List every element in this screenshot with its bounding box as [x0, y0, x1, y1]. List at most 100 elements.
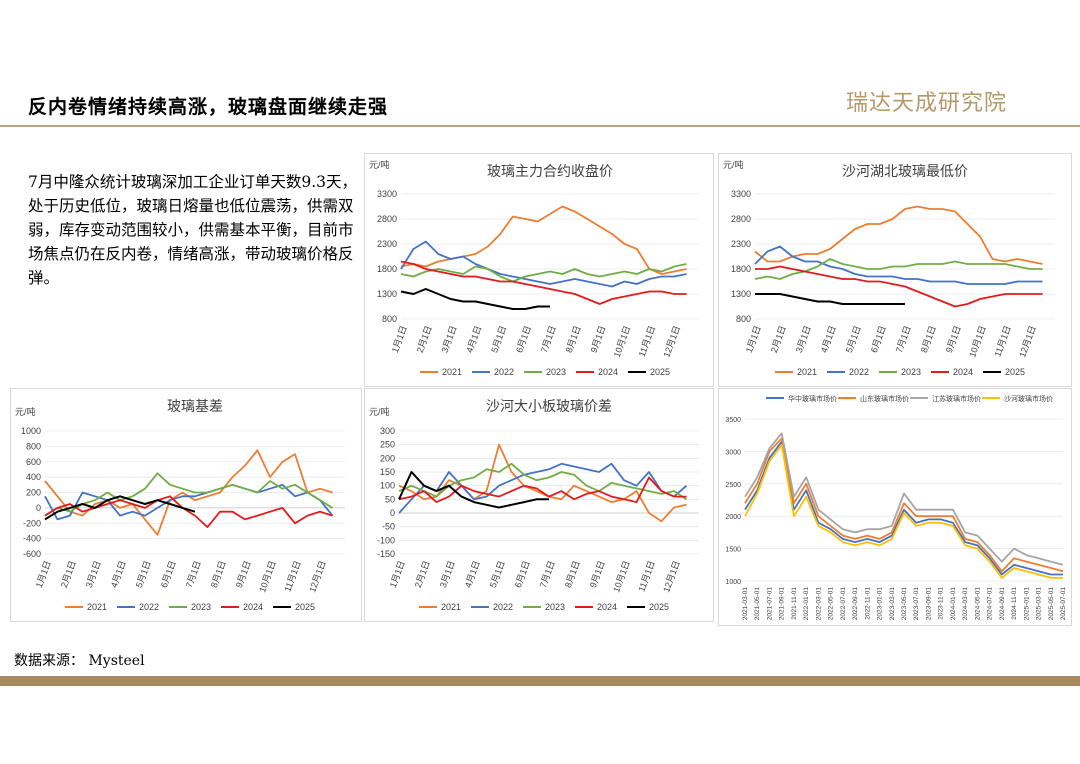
- x-tick-label: 3月1日: [794, 324, 813, 354]
- x-tick-label: 4月1日: [109, 559, 128, 589]
- series-line-山东玻璃市场价: [744, 437, 1064, 573]
- x-tick-label: 7月1日: [538, 559, 557, 589]
- y-tick-label: 800: [382, 314, 397, 324]
- unit-label: 元/吨: [15, 406, 36, 417]
- title-divider: [0, 125, 1080, 127]
- y-tick-label: 1300: [731, 289, 751, 299]
- x-tick-label: 10月1日: [967, 324, 988, 358]
- chart-panel-market: 1000 1500 2000 2500 3000 3500 2021-03-01 2021-0…: [718, 388, 1072, 626]
- x-tick-label: 11月1日: [636, 559, 656, 593]
- y-tick-label: 3300: [377, 189, 397, 199]
- x-tick-label: 8月1日: [563, 559, 582, 589]
- x-tick-label: 2月1日: [59, 559, 78, 589]
- chart-panel-futures: 玻璃主力合约收盘价 元/吨 800 1300 1800 2300 2800 3300 1月1日 2…: [364, 153, 714, 387]
- series-line-2021: [398, 443, 687, 523]
- x-tick-label: 2024-03-01: [962, 587, 969, 621]
- series-line-2022: [44, 483, 334, 521]
- legend-label: 2025: [1005, 367, 1025, 377]
- x-tick-label: 9月1日: [588, 559, 607, 589]
- x-tick-label: 2月1日: [413, 559, 432, 589]
- x-tick-label: 2023-07-01: [913, 587, 920, 621]
- x-tick-label: 2025-07-01: [1060, 587, 1067, 621]
- x-tick-label: 1月1日: [34, 559, 53, 589]
- y-tick-label: 800: [736, 314, 751, 324]
- x-tick-label: 9月1日: [944, 324, 963, 354]
- x-tick-label: 7月1日: [184, 559, 203, 589]
- legend-label: 2023: [545, 602, 565, 612]
- x-tick-label: 5月1日: [489, 324, 508, 354]
- x-tick-label: 2025-05-01: [1048, 587, 1055, 621]
- x-tick-label: 10月1日: [612, 324, 633, 358]
- x-tick-label: 12月1日: [661, 324, 682, 358]
- legend-label: 2021: [442, 367, 462, 377]
- legend-label: 2022: [849, 367, 869, 377]
- legend-label: 2024: [953, 367, 973, 377]
- legend-label: 2022: [493, 602, 513, 612]
- series-line-2022: [754, 245, 1043, 285]
- x-tick-label: 2021-09-01: [779, 587, 786, 621]
- y-tick-label: 2300: [377, 239, 397, 249]
- x-tick-label: 2022-05-01: [828, 587, 835, 621]
- y-tick-label: 300: [380, 426, 395, 436]
- x-tick-label: 8月1日: [919, 324, 938, 354]
- y-tick-label: -600: [23, 549, 41, 559]
- series-line-2024: [755, 265, 1043, 308]
- x-tick-label: 3月1日: [84, 559, 103, 589]
- description-text: 7月中隆众统计玻璃深加工企业订单天数9.3天， 处于历史低位，玻璃日熔量也低位震…: [28, 173, 358, 287]
- y-tick-label: 1800: [377, 264, 397, 274]
- series-line-2021: [754, 205, 1043, 265]
- x-tick-label: 10月1日: [611, 559, 632, 593]
- data-source: 数据来源： Mysteel: [14, 653, 145, 669]
- legend-label: 2022: [139, 602, 159, 612]
- x-tick-label: 3月1日: [438, 559, 457, 589]
- x-tick-label: 11月1日: [637, 324, 657, 358]
- chart-title: 玻璃基差: [167, 398, 223, 414]
- unit-label: 元/吨: [723, 159, 744, 170]
- legend-label: 2023: [546, 367, 566, 377]
- y-tick-label: 600: [26, 457, 41, 467]
- x-tick-label: 11月1日: [992, 324, 1012, 358]
- x-tick-label: 2022-11-01: [864, 587, 871, 620]
- x-tick-label: 8月1日: [564, 324, 583, 354]
- x-tick-label: 5月1日: [844, 324, 863, 354]
- y-tick-label: 400: [26, 472, 41, 482]
- y-tick-label: 250: [380, 440, 395, 450]
- x-tick-label: 2024-05-01: [974, 587, 981, 621]
- series-line-2022: [400, 240, 687, 288]
- x-tick-label: 5月1日: [134, 559, 153, 589]
- y-tick-label: -100: [377, 535, 395, 545]
- x-tick-label: 2025-01-01: [1023, 587, 1030, 621]
- y-tick-label: 2000: [725, 514, 741, 521]
- legend-label: 2025: [649, 602, 669, 612]
- y-tick-label: 150: [380, 467, 395, 477]
- series-line-2023: [400, 263, 687, 283]
- x-tick-label: 2月1日: [769, 324, 788, 354]
- series-line-2024: [398, 476, 687, 503]
- x-tick-label: 2022-03-01: [815, 587, 822, 621]
- page-title: 反内卷情绪持续高涨，玻璃盘面继续走强: [28, 96, 389, 118]
- x-tick-label: 2024-09-01: [999, 587, 1006, 621]
- shahe-hubei-min-price-chart: 沙河湖北玻璃最低价 元/吨 800 1300 1800 2300 2800 3300 1月1日 2…: [723, 159, 1055, 377]
- x-tick-label: 12月1日: [307, 559, 328, 593]
- legend-label: 2023: [901, 367, 921, 377]
- legend-label: 2021: [797, 367, 817, 377]
- x-tick-label: 9月1日: [589, 324, 608, 354]
- legend-label: 华中玻璃市场价: [788, 394, 837, 403]
- chart-panel-spread: 沙河大小板玻璃价差 元/吨 -150 -100 -50 0 50 100 150 200 250 30…: [364, 388, 714, 622]
- series-line-2025: [400, 288, 550, 310]
- regional-market-price-chart: 1000 1500 2000 2500 3000 3500 2021-03-01 2021-0…: [725, 394, 1067, 621]
- x-tick-label: 2024-11-01: [1011, 587, 1018, 620]
- legend-label: 2022: [494, 367, 514, 377]
- legend-label: 2025: [295, 602, 315, 612]
- y-tick-label: 1000: [21, 426, 41, 436]
- legend-label: 山东玻璃市场价: [860, 394, 909, 403]
- legend-label: 2021: [87, 602, 107, 612]
- series-line-沙河玻璃市场价: [744, 444, 1063, 579]
- x-tick-label: 2021-03-01: [742, 587, 749, 621]
- x-tick-label: 7月1日: [539, 324, 558, 354]
- series-line-2025: [44, 495, 196, 521]
- y-tick-label: -200: [23, 518, 41, 528]
- x-tick-label: 2023-01-01: [877, 587, 884, 621]
